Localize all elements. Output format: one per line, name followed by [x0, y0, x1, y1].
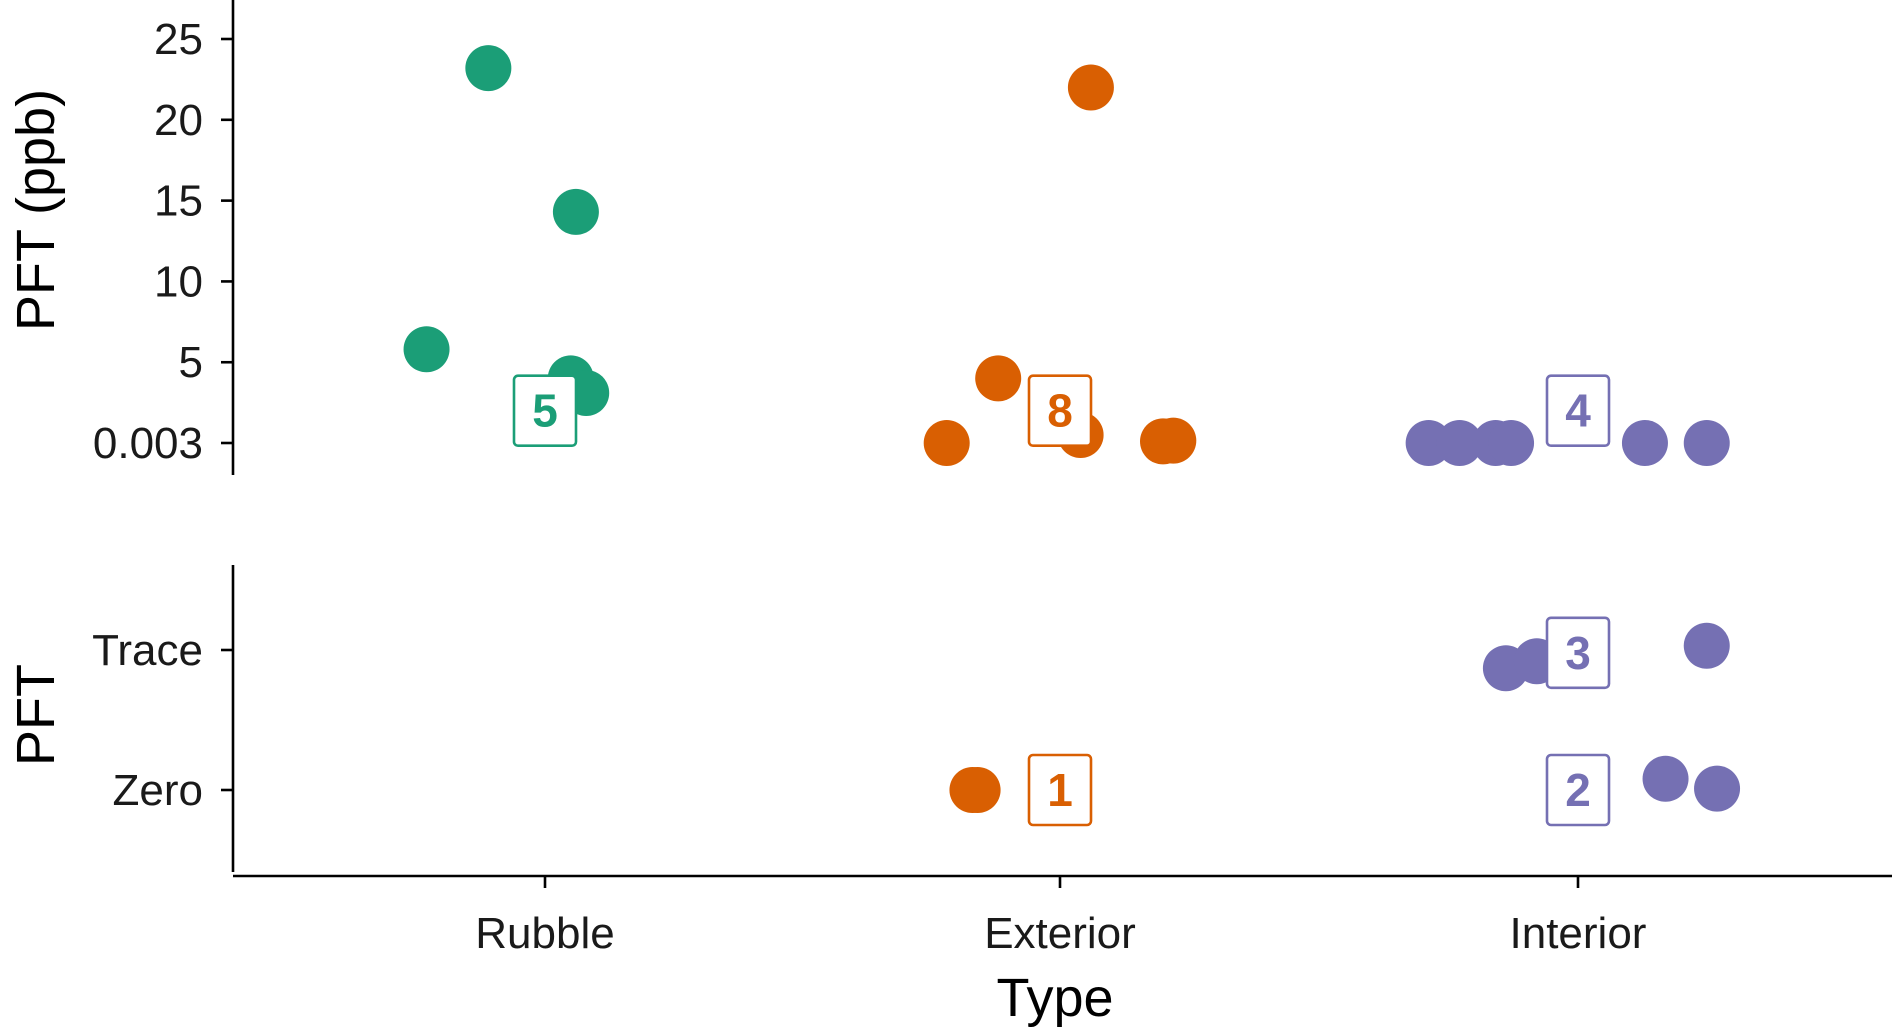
upper-point-interior: [1488, 420, 1535, 466]
lower-y-tick-label: Trace: [92, 626, 203, 675]
x-tick-label-exterior: Exterior: [984, 909, 1136, 958]
count-box-frame: [512, 374, 578, 448]
upper-y-tick-label: 5: [179, 338, 203, 387]
upper-point-interior: [1436, 420, 1483, 466]
x-axis: Rubble Exterior Interior: [233, 874, 1892, 958]
lower-count-box-interior: 2: [1545, 753, 1611, 827]
upper-point-interior: [1621, 420, 1668, 466]
upper-point-interior: [1683, 420, 1730, 466]
upper-y-tick-label: 20: [154, 96, 203, 145]
upper-panel: 0.003 5 10 15 20 25 PFT (ppb) 5 8 4: [6, 0, 1730, 475]
lower-y-tick-label: Zero: [113, 766, 203, 815]
upper-point-exterior: [1067, 64, 1114, 111]
lower-count-box-interior: 3: [1545, 616, 1611, 690]
upper-point-rubble: [403, 326, 450, 373]
x-tick-label-interior: Interior: [1510, 909, 1647, 958]
upper-point-rubble: [552, 188, 599, 235]
count-box-frame: [1545, 753, 1611, 827]
x-axis-title: Type: [996, 968, 1113, 1028]
upper-count-box-exterior: 8: [1027, 374, 1093, 448]
lower-y-axis-title: PFT: [6, 664, 66, 766]
lower-panel: Zero Trace PFT 1 3 2: [6, 565, 1741, 872]
lower-point-interior: [1642, 755, 1689, 802]
lower-count-box-exterior: 1: [1027, 753, 1093, 827]
count-box-frame: [1545, 374, 1611, 448]
upper-point-rubble: [465, 45, 512, 92]
count-box-frame: [1027, 374, 1093, 448]
upper-y-tick-label: 15: [154, 177, 203, 226]
count-label: 8: [1047, 385, 1073, 437]
count-label: 1: [1047, 764, 1073, 816]
count-label: 5: [532, 385, 558, 437]
upper-y-tick-label: 25: [154, 15, 203, 64]
lower-point-interior: [1694, 765, 1741, 812]
count-label: 3: [1565, 627, 1591, 679]
upper-y-axis-title: PFT (ppb): [6, 89, 66, 331]
upper-count-box-rubble: 5: [512, 374, 578, 448]
x-tick-label-rubble: Rubble: [475, 909, 614, 958]
lower-point-interior: [1683, 622, 1730, 669]
count-box-frame: [1545, 616, 1611, 690]
upper-point-exterior: [923, 420, 970, 466]
count-label: 2: [1565, 764, 1591, 816]
upper-y-tick-label: 10: [154, 257, 203, 306]
upper-count-box-interior: 4: [1545, 374, 1611, 448]
upper-point-exterior: [975, 355, 1022, 402]
upper-point-exterior: [1150, 417, 1197, 464]
count-box-frame: [1027, 753, 1093, 827]
count-label: 4: [1565, 385, 1591, 437]
lower-point-exterior: [954, 767, 1001, 813]
upper-y-tick-label: 0.003: [93, 419, 203, 468]
